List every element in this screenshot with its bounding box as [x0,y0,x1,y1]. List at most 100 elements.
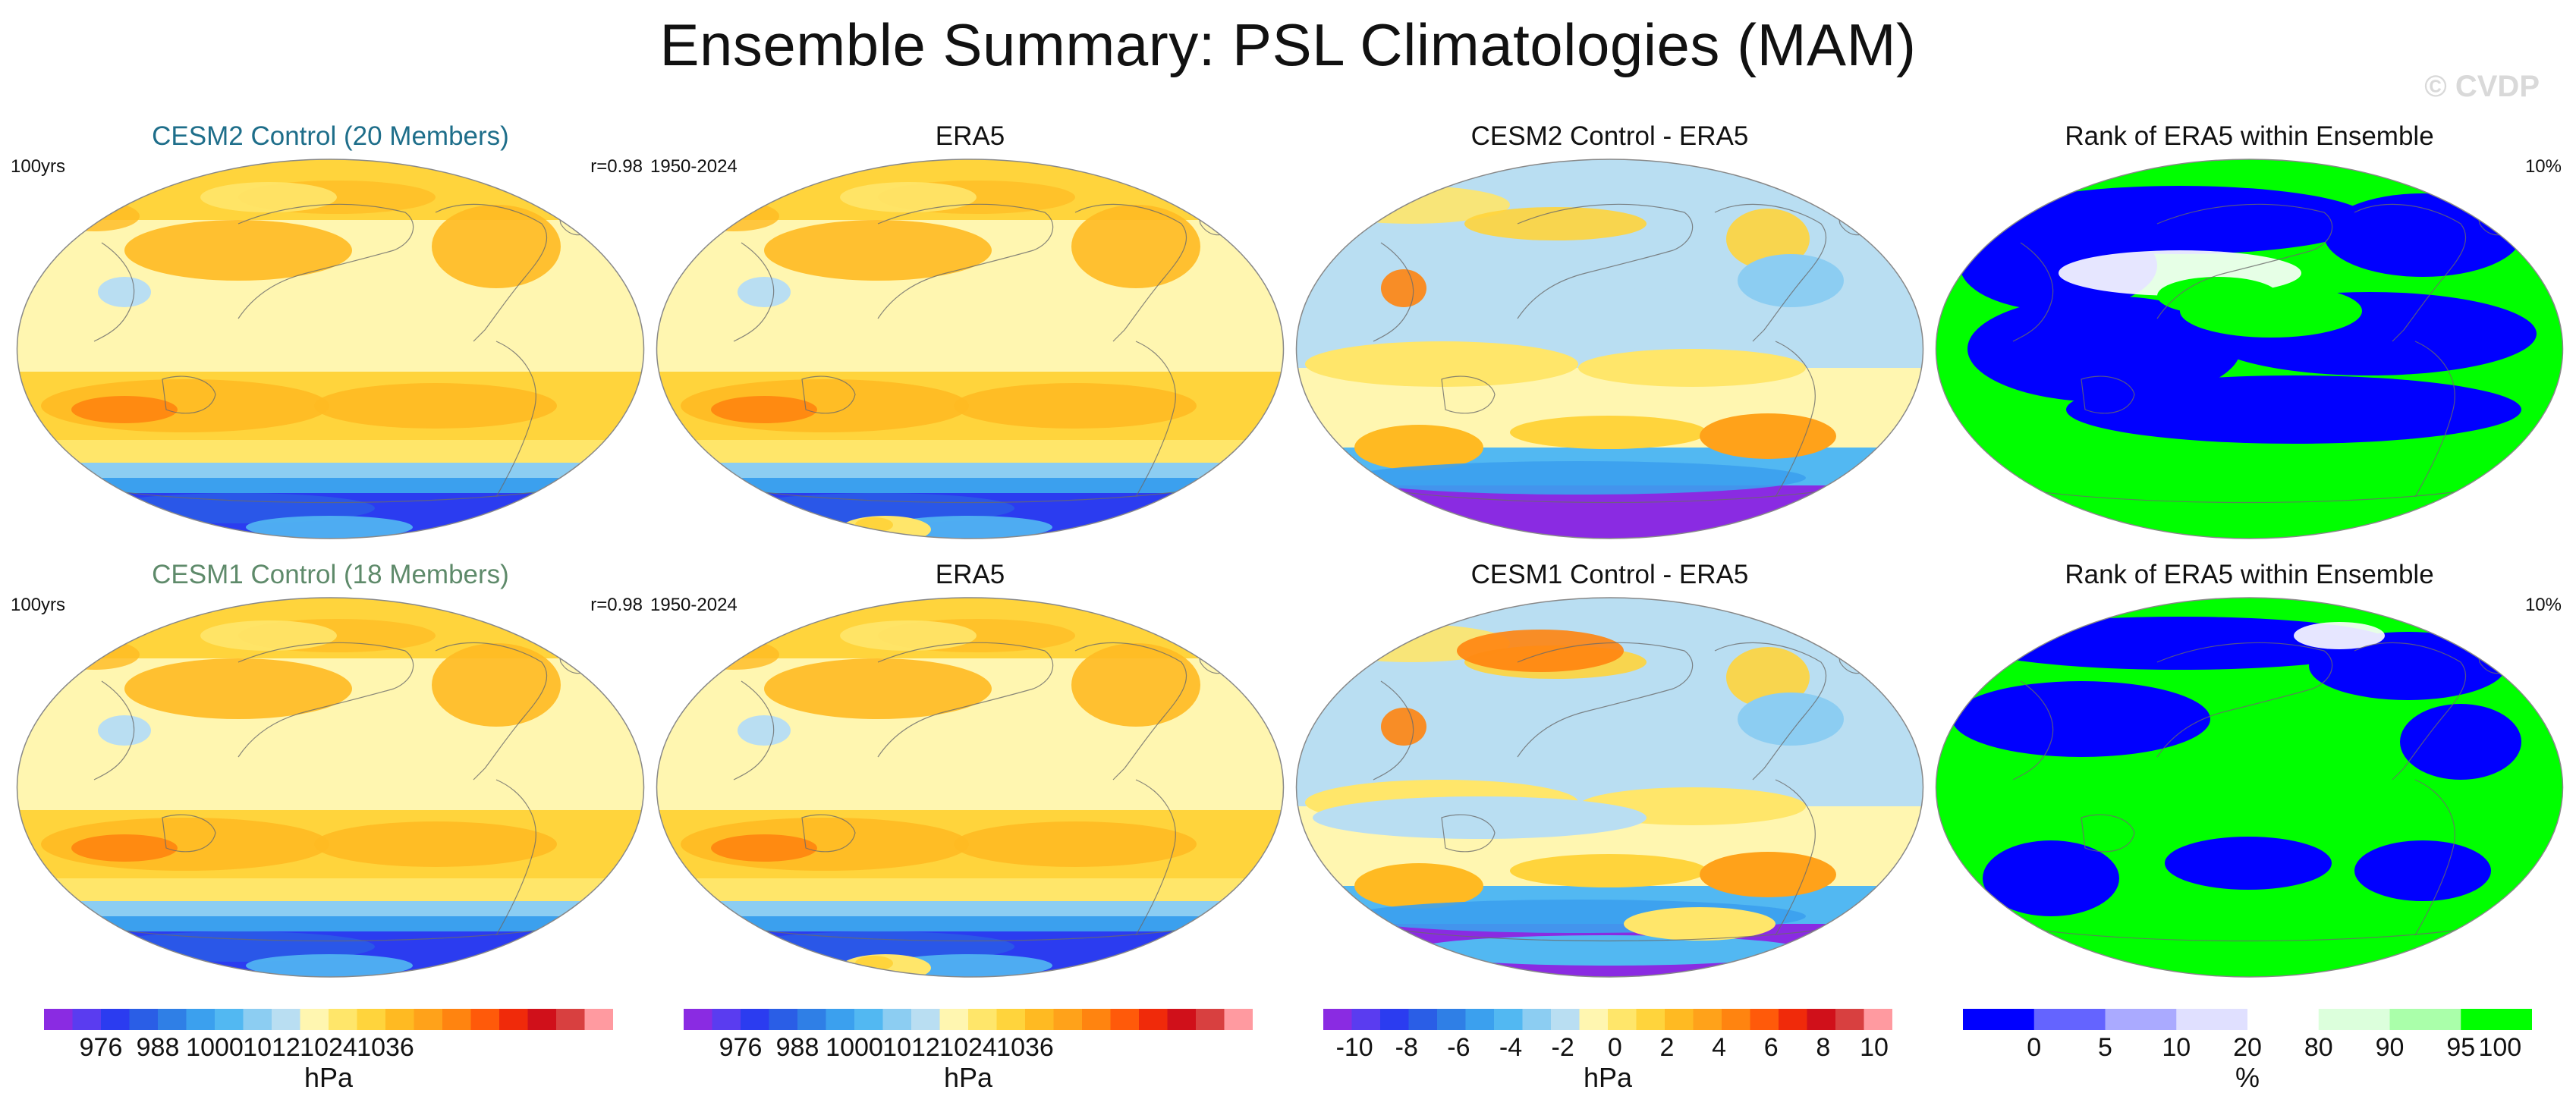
panel-period-label: 100yrs [11,595,66,615]
colorbar-swatch [1864,1009,1892,1030]
colorbar-swatch [1665,1009,1694,1030]
colorbar-swatch [996,1009,1026,1030]
colorbar-tick-label: 10 [1860,1033,1889,1062]
colorbar-tick-label: 95 [2446,1033,2475,1062]
colorbar-swatch [2389,1009,2461,1030]
colorbar-swatch [584,1009,613,1030]
colorbar-swatch [44,1009,73,1030]
colorbar-swatch [2318,1009,2390,1030]
colorbar-swatch [129,1009,159,1030]
colorbar-swatch [797,1009,826,1030]
figure-title: Ensemble Summary: PSL Climatologies (MAM… [659,11,1917,78]
colorbar-swatch [357,1009,386,1030]
colorbar-swatch [1779,1009,1807,1030]
colorbar-swatch [1323,1009,1352,1030]
panel-cesm1-control: CESM1 Control (18 Members) 100yrs r=0.98 [11,560,650,985]
map-cesm2-minus-era5 [1295,159,1924,539]
colorbar-tick-label: -8 [1395,1033,1418,1062]
colorbar-tick-label: 100 [2478,1033,2521,1062]
colorbar-tick-label: 1024 [300,1033,357,1062]
colorbar-graphic: 976 988 1000 1012 1024 1036 [684,1009,1253,1062]
colorbar-swatch [1224,1009,1253,1030]
colorbar-swatch [1025,1009,1054,1030]
colorbar-tick-label: -2 [1552,1033,1574,1062]
colorbar-tick-label: 988 [776,1033,819,1062]
panel-correlation-label: r=0.98 [590,156,643,177]
colorbar-swatch [1722,1009,1750,1030]
panel-cesm2-minus-era5: CESM2 Control - ERA5 [1290,121,1930,546]
colorbar-rank: 0 5 10 20 80 90 95 100 % [1963,1009,2532,1093]
colorbar-swatch [1351,1009,1381,1030]
colorbar-tick-label: 0 [1608,1033,1622,1062]
colorbar-tick-label: 20 [2233,1033,2262,1062]
colorbar-graphic: 976 988 1000 1012 1024 1036 [44,1009,613,1062]
colorbar-unit: hPa [943,1062,993,1093]
colorbar-graphic: -10 -8 -6 -4 -2 0 2 4 6 8 10 [1323,1009,1892,1062]
colorbar-unit: hPa [304,1062,354,1093]
panel-title: ERA5 [935,560,1005,589]
colorbar-swatch [712,1009,741,1030]
map-rank-row2 [1935,597,2564,978]
colorbar-swatch [1053,1009,1083,1030]
panel-era5-row1: ERA5 1950-2024 [650,121,1290,546]
colorbar-tick-label: 90 [2376,1033,2405,1062]
panel-title: CESM2 Control - ERA5 [1470,121,1749,151]
colorbar-swatch [499,1009,528,1030]
colorbar-swatch [2247,1009,2320,1030]
colorbar-swatch [385,1009,414,1030]
panel-title: CESM1 Control - ERA5 [1470,560,1749,589]
watermark: © CVDP [2424,70,2540,103]
colorbar-swatch [684,1009,712,1030]
map-cesm1-control [16,597,645,978]
colorbar-swatch [1494,1009,1523,1030]
colorbar-tick-label: 1036 [357,1033,414,1062]
colorbar-swatch [243,1009,272,1030]
colorbar-swatch [329,1009,357,1030]
colorbar-swatch [854,1009,883,1030]
colorbar-tick-label: 4 [1712,1033,1726,1062]
colorbar-swatch [272,1009,300,1030]
panel-rank-row1: Rank of ERA5 within Ensemble 10% [1930,121,2569,546]
colorbar-swatch [1380,1009,1409,1030]
colorbar-graphic: 0 5 10 20 80 90 95 100 [1963,1009,2532,1062]
colorbar-tick-label: 1036 [996,1033,1054,1062]
colorbar-swatch [158,1009,187,1030]
panel-percent-label: 10% [2524,156,2562,177]
colorbar-tick-label: 2 [1659,1033,1674,1062]
colorbar-swatch [1437,1009,1466,1030]
colorbar-swatch [2461,1009,2532,1030]
colorbar-swatch [826,1009,855,1030]
colorbar-psl-2: 976 988 1000 1012 1024 1036 hPa [684,1009,1253,1093]
colorbar-tick-label: 8 [1816,1033,1830,1062]
colorbar-swatch [1465,1009,1495,1030]
colorbar-tick-label: -6 [1447,1033,1470,1062]
colorbar-swatch [968,1009,997,1030]
map-era5-row1 [656,159,1285,539]
panel-title: ERA5 [935,121,1005,151]
colorbar-swatch [741,1009,769,1030]
colorbar-tick-label: 1024 [939,1033,997,1062]
colorbar-swatch [911,1009,940,1030]
panel-title: Rank of ERA5 within Ensemble [2065,560,2434,589]
map-cesm1-minus-era5 [1295,597,1924,978]
colorbar-swatch [939,1009,969,1030]
colorbar-swatch [2033,1009,2106,1030]
map-era5-row2 [656,597,1285,978]
colorbar-swatch [1110,1009,1140,1030]
colorbar-tick-label: 80 [2304,1033,2333,1062]
colorbar-unit: % [2235,1062,2260,1093]
colorbar-tick-label: 10 [2162,1033,2191,1062]
colorbar-swatch [1636,1009,1665,1030]
colorbar-swatch [442,1009,471,1030]
colorbar-swatch [527,1009,557,1030]
colorbar-tick-label: 1012 [882,1033,940,1062]
colorbar-swatch [1139,1009,1168,1030]
colorbar-swatch [1579,1009,1609,1030]
panel-era5-row2: ERA5 1950-2024 [650,560,1290,985]
map-rank-row1 [1935,159,2564,539]
colorbar-swatch [2105,1009,2177,1030]
colorbar-swatch [556,1009,585,1030]
colorbar-diff: -10 -8 -6 -4 -2 0 2 4 6 8 10 hPa [1323,1009,1892,1093]
colorbar-swatch [1082,1009,1111,1030]
colorbar-swatch [1196,1009,1225,1030]
